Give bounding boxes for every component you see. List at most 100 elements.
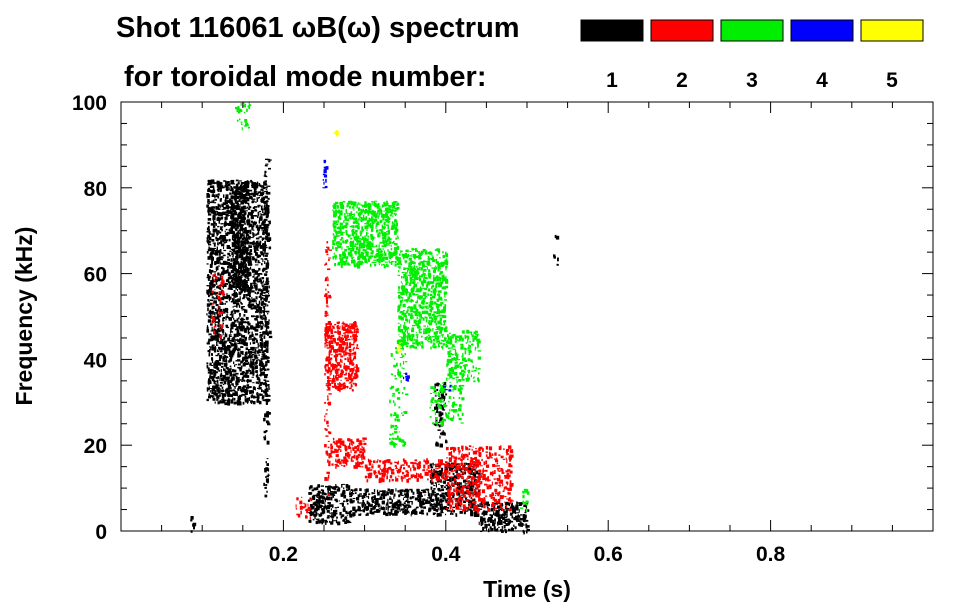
- spectral-point: [468, 445, 472, 447]
- spectral-point: [233, 186, 237, 189]
- spectral-point: [346, 487, 350, 489]
- spectral-point: [264, 254, 268, 257]
- spectral-point: [261, 277, 265, 280]
- spectral-point: [491, 504, 494, 507]
- spectral-point: [217, 184, 220, 187]
- spectral-point: [354, 374, 359, 376]
- spectral-point: [234, 236, 236, 240]
- spectral-point: [251, 185, 253, 187]
- spectral-point: [345, 368, 346, 371]
- spectral-point: [456, 492, 460, 496]
- spectral-point: [222, 202, 227, 206]
- spectral-point: [258, 194, 261, 196]
- spectral-point: [493, 478, 496, 480]
- spectral-point: [215, 283, 218, 285]
- spectral-point: [230, 228, 233, 232]
- spectral-point: [345, 367, 348, 372]
- spectral-point: [208, 301, 210, 303]
- spectral-point: [206, 263, 209, 265]
- spectral-point: [406, 479, 409, 483]
- spectral-point: [208, 225, 210, 230]
- spectral-point: [261, 367, 265, 370]
- spectral-point: [222, 317, 225, 319]
- spectral-point: [355, 462, 359, 467]
- spectral-point: [236, 329, 240, 332]
- spectral-point: [230, 370, 232, 374]
- spectral-point: [387, 505, 389, 509]
- spectral-point: [245, 189, 249, 193]
- spectral-point: [321, 508, 325, 512]
- spectral-point: [213, 219, 215, 223]
- spectral-point: [252, 401, 256, 405]
- spectral-point: [359, 440, 362, 443]
- spectral-point: [220, 240, 223, 244]
- spectral-point: [344, 335, 346, 338]
- spectral-point: [419, 511, 423, 514]
- spectral-point: [208, 295, 210, 298]
- spectral-point: [240, 225, 244, 228]
- spectral-point: [262, 189, 264, 194]
- spectral-point: [224, 309, 227, 313]
- spectral-point: [346, 489, 349, 491]
- spectral-point: [246, 267, 250, 272]
- spectral-point: [256, 224, 258, 228]
- spectral-point: [500, 514, 505, 516]
- spectral-point: [341, 465, 343, 467]
- spectral-point: [247, 208, 251, 210]
- spectral-point: [325, 296, 329, 300]
- spectral-point: [233, 290, 235, 294]
- spectral-point: [233, 275, 236, 278]
- spectral-point: [336, 443, 338, 447]
- spectral-point: [330, 449, 332, 454]
- spectral-point: [355, 347, 359, 349]
- legend-label-mode-5: 5: [886, 69, 898, 92]
- spectral-point: [446, 509, 448, 511]
- spectral-point: [512, 510, 516, 513]
- spectral-point: [339, 364, 342, 368]
- spectral-point: [343, 500, 346, 503]
- spectral-point: [490, 457, 493, 459]
- spectral-point: [233, 305, 237, 307]
- spectral-point: [215, 251, 218, 254]
- spectral-point: [363, 442, 367, 445]
- spectral-point: [216, 184, 218, 188]
- spectral-point: [334, 338, 336, 342]
- spectral-point: [334, 340, 336, 344]
- spectral-point: [266, 321, 270, 325]
- spectral-point: [364, 503, 367, 507]
- spectral-point: [376, 489, 379, 494]
- spectral-point: [449, 477, 452, 482]
- spectral-point: [210, 223, 215, 226]
- spectral-point: [245, 321, 249, 324]
- spectral-point: [249, 223, 253, 228]
- spectral-point: [239, 211, 242, 215]
- spectral-point: [264, 227, 268, 231]
- spectral-point: [370, 474, 372, 478]
- spectral-point: [349, 492, 352, 496]
- spectral-point: [235, 183, 239, 188]
- spectral-point: [261, 192, 264, 195]
- spectral-point: [212, 210, 215, 215]
- spectral-point: [221, 347, 224, 349]
- spectral-point: [353, 334, 356, 337]
- spectral-point: [343, 362, 346, 366]
- spectral-point: [328, 431, 332, 435]
- spectral-point: [396, 469, 398, 472]
- spectral-point: [447, 483, 450, 485]
- spectral-point: [445, 461, 448, 464]
- spectral-point: [221, 228, 223, 232]
- spectral-point: [318, 518, 320, 523]
- spectral-point: [349, 350, 352, 352]
- spectral-point: [330, 496, 333, 501]
- spectral-point: [320, 485, 324, 487]
- spectral-point: [221, 338, 225, 341]
- spectral-point: [491, 502, 494, 505]
- spectral-point: [219, 273, 221, 276]
- spectral-point: [470, 512, 474, 517]
- spectral-point: [316, 486, 319, 490]
- spectral-point: [254, 251, 257, 254]
- spectral-point: [444, 481, 446, 483]
- spectral-point: [359, 510, 361, 512]
- spectral-point: [441, 499, 444, 502]
- spectral-point: [393, 493, 396, 497]
